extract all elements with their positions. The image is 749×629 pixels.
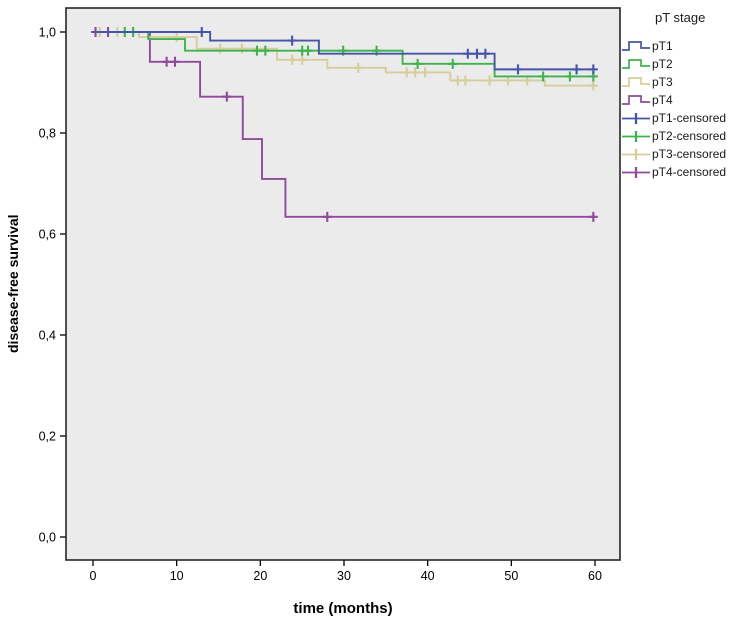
legend-item-label: pT4-censored [652, 165, 727, 179]
series-pT2-censor-mark [565, 71, 575, 82]
series-pT3-censor-mark [588, 80, 598, 91]
legend-item-label: pT1 [652, 39, 673, 53]
series-pT2-censor-mark [303, 45, 313, 56]
step-line-swatch-icon [622, 59, 650, 69]
y-tick-label: 0,2 [39, 430, 56, 444]
series-pT1-censor-mark [463, 48, 473, 59]
y-tick-label: 0,4 [39, 329, 56, 343]
series-pT4-censor-mark [588, 211, 598, 222]
legend: pT stage pT1 pT2 pT3 pT4 pT1-censored pT2-cen… [621, 10, 749, 181]
series-pT1-censor-mark [588, 64, 598, 75]
legend-item-pT1: pT1 [621, 37, 749, 55]
series-pT3-censor-mark [215, 43, 225, 54]
series-pT1-censor-mark [480, 48, 490, 59]
y-axis-title: disease-free survival [5, 214, 21, 354]
series-pT3-censor-mark [453, 75, 463, 86]
legend-item-pT2: pT2 [621, 55, 749, 73]
x-tick-label: 0 [90, 569, 97, 583]
series-pT2-censor-mark [448, 58, 458, 69]
series-pT1-censor-mark [197, 27, 207, 37]
series-pT1-censor-mark [287, 35, 297, 46]
legend-item-label: pT2 [652, 57, 673, 71]
legend-item-pT4: pT4 [621, 91, 749, 109]
legend-item-pT3: pT3 [621, 73, 749, 91]
legend-item-label: pT3-censored [652, 147, 727, 161]
legend-items: pT1 pT2 pT3 pT4 pT1-censored pT2-censored pT3-… [621, 37, 749, 181]
y-tick-label: 0,6 [39, 228, 56, 242]
series-pT3-censor-mark [410, 67, 420, 78]
legend-item-pT1-censored: pT1-censored [621, 109, 749, 127]
y-tick-label: 1,0 [39, 26, 56, 40]
series-pT4-curve [93, 31, 595, 218]
series-pT4-censor-mark [322, 211, 332, 222]
series-pT4-censor-mark [222, 91, 232, 102]
x-tick-label: 30 [337, 569, 351, 583]
legend-item-pT4-censored: pT4-censored [621, 163, 749, 181]
step-line-swatch-icon [622, 41, 650, 51]
series-pT3-censor-mark [297, 54, 307, 65]
legend-item-label: pT2-censored [652, 129, 727, 143]
x-tick-label: 50 [504, 569, 518, 583]
x-tick-label: 20 [253, 569, 267, 583]
plot-area [66, 8, 620, 560]
series-pT2-censor-mark [538, 71, 548, 82]
series-pT3-censor-mark [287, 54, 297, 65]
y-tick-label: 0,0 [39, 531, 56, 545]
series-pT1-censor-mark [513, 64, 523, 75]
legend-item-label: pT1-censored [652, 111, 727, 125]
y-tick-label: 0,8 [39, 127, 56, 141]
series-pT3-censor-mark [420, 67, 430, 78]
series-pT2-censor-mark [252, 45, 262, 56]
series-pT3-censor-mark [402, 67, 412, 78]
series-pT1-curve [93, 31, 595, 71]
series-pT3-censor-mark [460, 75, 470, 86]
series-pT3-censor-mark [237, 43, 247, 54]
x-tick-label: 40 [421, 569, 435, 583]
legend-item-label: pT4 [652, 93, 673, 107]
series-pT3-curve [93, 31, 595, 87]
censored-plus-swatch-icon [622, 167, 650, 178]
series-pT1-censor-mark [472, 48, 482, 59]
legend-item-pT2-censored: pT2-censored [621, 127, 749, 145]
censored-plus-swatch-icon [622, 131, 650, 142]
legend-item-pT3-censored: pT3-censored [621, 145, 749, 163]
legend-title: pT stage [655, 10, 706, 25]
step-line-swatch-icon [622, 95, 650, 105]
x-tick-label: 60 [588, 569, 602, 583]
plot-frame [65, 7, 621, 561]
series-pT4-censor-mark [162, 56, 172, 67]
x-axis-title: time (months) [293, 600, 393, 617]
series-pT2-censor-mark [413, 58, 423, 69]
step-line-swatch-icon [622, 77, 650, 87]
series-pT2-censor-mark [260, 45, 270, 56]
censored-plus-swatch-icon [622, 149, 650, 160]
legend-item-label: pT3 [652, 75, 673, 89]
x-tick-label: 10 [170, 569, 184, 583]
series-pT3-censor-mark [485, 75, 495, 86]
series-pT3-censor-mark [353, 62, 363, 73]
series-pT4-censor-mark [170, 56, 180, 67]
censored-plus-swatch-icon [622, 113, 650, 124]
series-pT1-censor-mark [572, 64, 582, 75]
series-pT3-censor-mark [172, 32, 182, 43]
